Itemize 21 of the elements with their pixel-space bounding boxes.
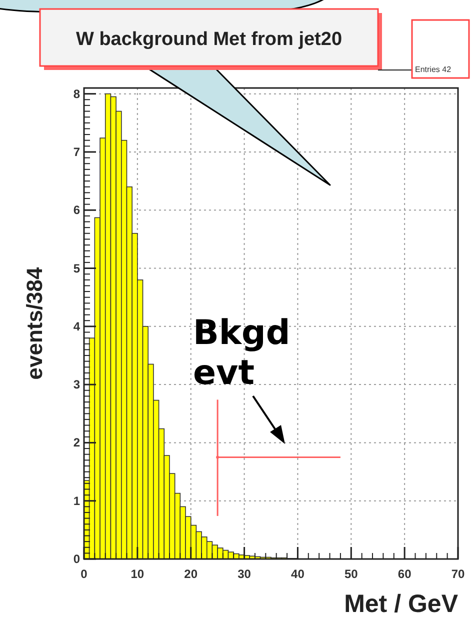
y-tick-label: 5	[73, 261, 80, 276]
x-tick-label: 40	[291, 567, 305, 581]
annotation: Bkgd evt	[193, 313, 290, 393]
x-tick-label: 10	[130, 567, 144, 581]
chart-title: W background Met from jet20	[76, 29, 342, 50]
x-tick-label: 70	[451, 567, 465, 581]
x-axis-title: Met / GeV	[344, 590, 458, 618]
y-tick-label: 6	[73, 203, 80, 218]
y-tick-label: 8	[73, 86, 80, 101]
x-tick-label: 60	[398, 567, 412, 581]
text: Entries 42	[415, 65, 452, 74]
y-axis-title: events/384	[22, 266, 47, 380]
y-tick-label: 1	[73, 494, 80, 508]
y-tick-label: 0	[73, 552, 80, 566]
x-tick-label: 50	[344, 567, 358, 581]
y-tick-label: 3	[73, 378, 80, 392]
y-tick-label: 2	[73, 436, 80, 450]
x-tick-label: 20	[184, 567, 198, 581]
y-tick-label: 4	[73, 319, 80, 334]
x-tick-label: 30	[238, 567, 252, 581]
y-tick-label: 7	[73, 144, 80, 159]
